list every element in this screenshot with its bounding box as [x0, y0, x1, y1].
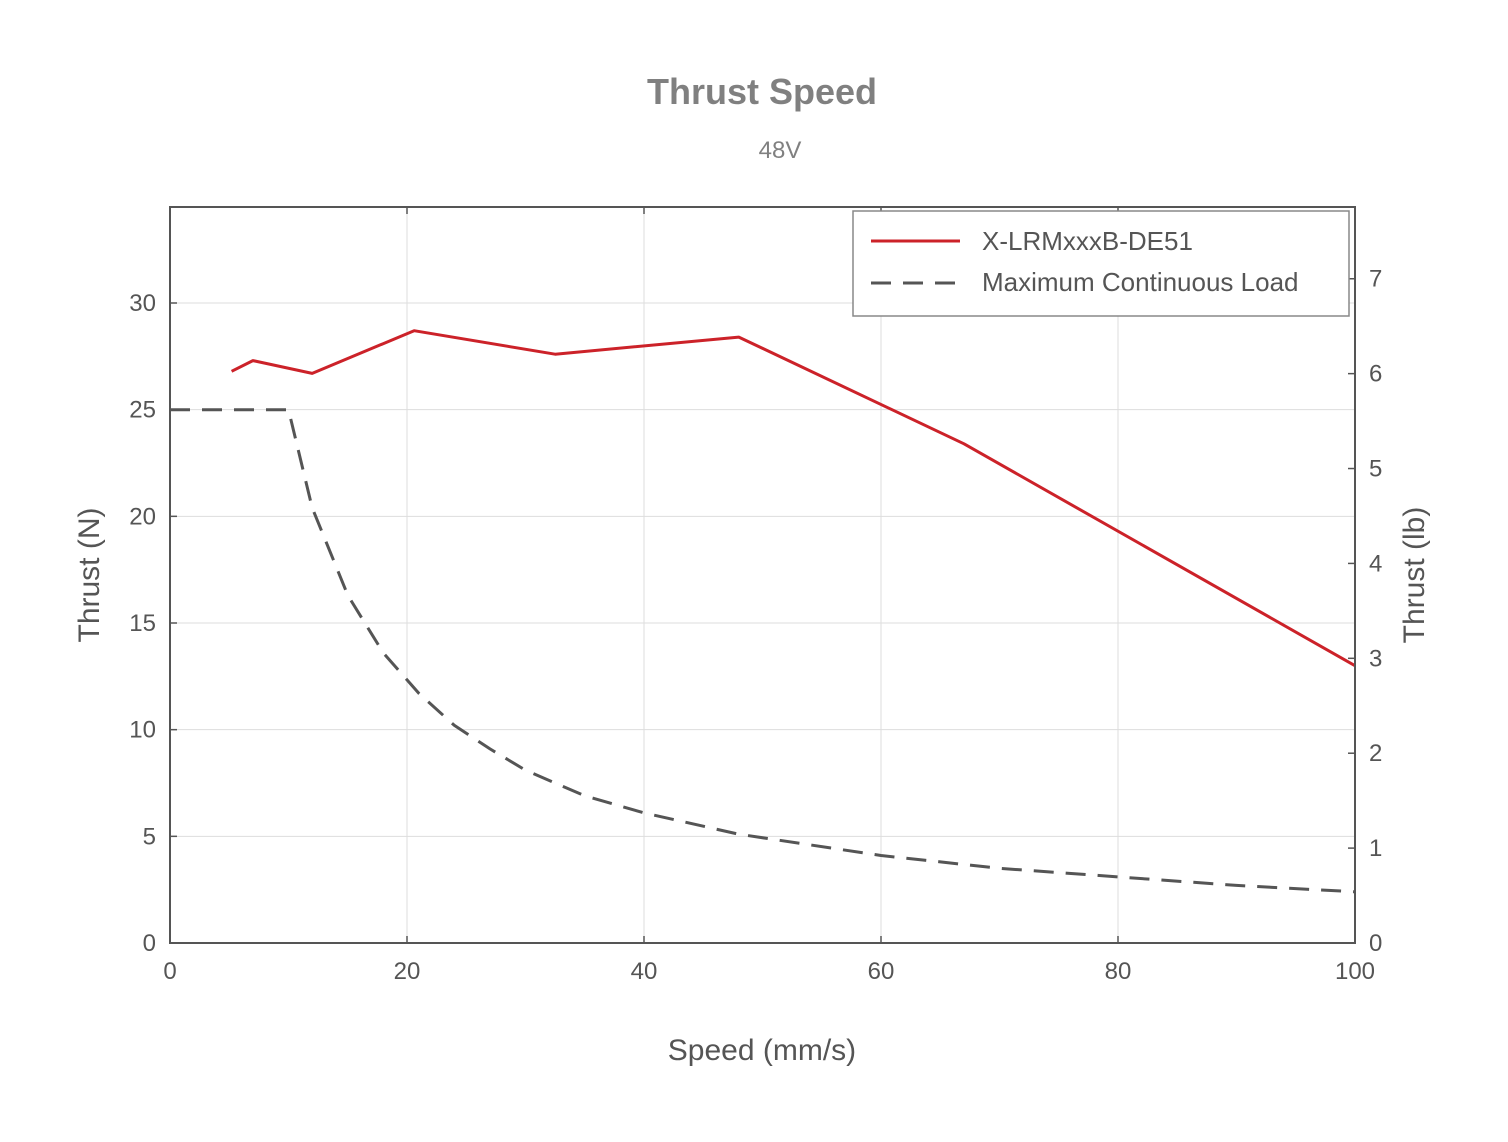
- x-tick-label: 100: [1335, 958, 1375, 985]
- y-tick-label: 25: [129, 397, 156, 424]
- x-tick-label: 40: [631, 958, 658, 985]
- x-tick-label: 80: [1105, 958, 1132, 985]
- chart-subtitle: 48V: [759, 137, 802, 164]
- y-axis-label: Thrust (N): [73, 508, 106, 643]
- y-tick-label: 15: [129, 610, 156, 637]
- y2-tick-label: 5: [1369, 456, 1382, 483]
- series-lines: [170, 329, 1356, 894]
- y-tick-label: 30: [129, 290, 156, 317]
- x-axis-label: Speed (mm/s): [668, 1034, 856, 1067]
- legend: X-LRMxxxB-DE51 Maximum Continuous Load: [852, 210, 1350, 317]
- plot-frame: [169, 206, 1356, 944]
- y-tick-label: 20: [129, 503, 156, 530]
- x-tick-label: 60: [868, 958, 895, 985]
- y2-tick-label: 0: [1369, 930, 1382, 957]
- y-tick-label: 5: [143, 823, 156, 850]
- series-line-2: [170, 408, 1356, 894]
- y-tick-label: 0: [143, 930, 156, 957]
- y2-axis-label: Thrust (lb): [1398, 507, 1431, 644]
- y2-tick-label: 3: [1369, 645, 1382, 672]
- legend-label-series-1: X-LRMxxxB-DE51: [982, 226, 1193, 256]
- y2-tick-label: 6: [1369, 361, 1382, 388]
- y2-tick-label: 7: [1369, 266, 1382, 293]
- chart-title: Thrust Speed: [647, 71, 877, 112]
- legend-label-series-2: Maximum Continuous Load: [982, 267, 1299, 297]
- x-tick-label: 0: [163, 958, 176, 985]
- series-line-1: [230, 329, 1356, 668]
- y-tick-label: 10: [129, 717, 156, 744]
- legend-box: [852, 210, 1350, 317]
- y2-tick-label: 4: [1369, 550, 1382, 577]
- y2-tick-label: 2: [1369, 740, 1382, 767]
- y2-tick-label: 1: [1369, 835, 1382, 862]
- grid-lines: [169, 207, 1356, 944]
- x-tick-label: 20: [394, 958, 421, 985]
